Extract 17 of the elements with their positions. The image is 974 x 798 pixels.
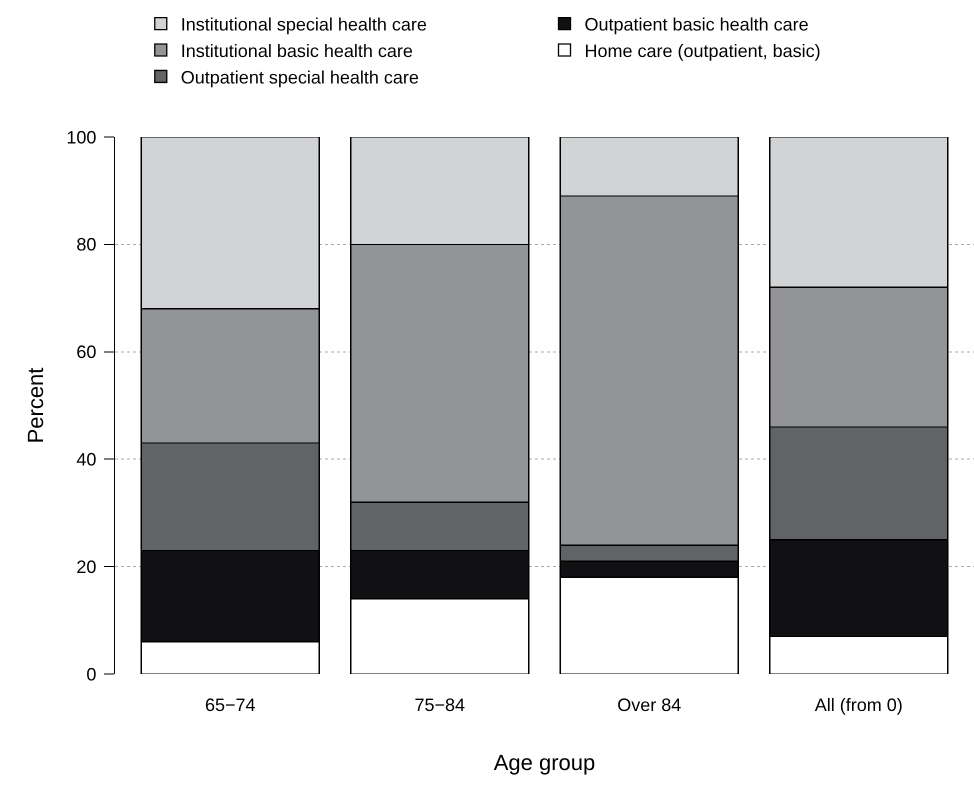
x-tick-label: Over 84 bbox=[617, 695, 682, 715]
legend-label: Home care (outpatient, basic) bbox=[584, 41, 821, 62]
x-tick-label: 65−74 bbox=[204, 695, 256, 715]
y-tick-label: 0 bbox=[86, 664, 96, 684]
y-axis-title: Percent bbox=[23, 368, 48, 444]
y-tick-label: 20 bbox=[76, 556, 96, 577]
y-tick-label: 100 bbox=[66, 127, 96, 148]
legend-label: Institutional basic health care bbox=[180, 41, 413, 62]
y-tick-label: 80 bbox=[76, 234, 96, 255]
legend-label: Institutional special health care bbox=[180, 14, 427, 35]
x-tick-label: All (from 0) bbox=[814, 695, 903, 715]
x-axis-title: Age group bbox=[494, 750, 596, 775]
legend-label: Outpatient special health care bbox=[180, 67, 419, 88]
x-tick-label: 75−84 bbox=[414, 695, 466, 715]
legend-label: Outpatient basic health care bbox=[584, 14, 809, 35]
y-tick-label: 60 bbox=[76, 342, 96, 362]
y-tick-label: 40 bbox=[76, 450, 96, 470]
